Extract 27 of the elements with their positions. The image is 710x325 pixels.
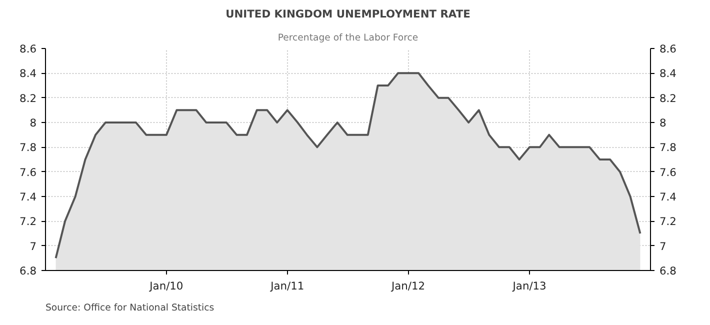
chart-subtitle: Percentage of the Labor Force: [278, 32, 418, 44]
chart-title: UNITED KINGDOM UNEMPLOYMENT RATE: [226, 8, 470, 20]
x-tick-label: Jan/12: [390, 280, 426, 292]
y2-tick-label: 7: [660, 240, 666, 253]
x-tick-label: Jan/10: [148, 280, 184, 292]
y-tick-label: 7: [30, 240, 36, 253]
source-note: Source: Office for National Statistics: [46, 302, 214, 314]
y-tick-label: 7.2: [20, 215, 37, 228]
x-tick-label: Jan/11: [270, 280, 304, 292]
y2-tick-label: 8.4: [660, 67, 677, 80]
y-tick-label: 8.2: [20, 92, 37, 105]
y-tick-label: 7.8: [20, 141, 37, 154]
y2-tick-label: 8.6: [660, 42, 677, 56]
y-tick-label: 7.4: [20, 190, 37, 204]
y2-tick-label: 8: [660, 116, 666, 130]
x-tick-label: Jan/13: [512, 280, 546, 292]
y-tick-label: 7.6: [20, 166, 37, 179]
y2-tick-label: 8.2: [660, 92, 676, 105]
y2-tick-label: 7.6: [660, 166, 677, 179]
y-tick-label: 6.8: [20, 264, 37, 278]
y-tick-label: 8.6: [20, 42, 37, 56]
y2-tick-label: 6.8: [660, 264, 677, 278]
y-tick-label: 8.4: [20, 67, 37, 80]
y2-tick-label: 7.8: [660, 141, 677, 154]
y-tick-label: 8: [30, 116, 37, 130]
y2-tick-label: 7.4: [660, 190, 677, 204]
y2-tick-label: 7.2: [660, 215, 676, 228]
